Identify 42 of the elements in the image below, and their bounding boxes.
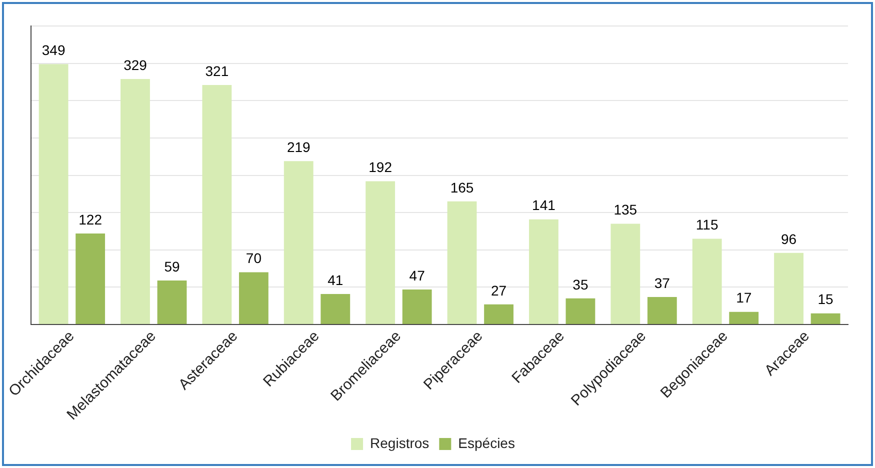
bar: [366, 181, 396, 324]
bar: [729, 312, 759, 324]
bar: [38, 64, 68, 324]
data-label: 37: [654, 274, 670, 291]
bar: [647, 296, 677, 324]
bar: [284, 161, 314, 324]
bar: [238, 272, 268, 324]
data-label: 59: [164, 258, 180, 274]
bar: [157, 280, 187, 324]
data-label: 141: [532, 197, 556, 214]
data-label: 96: [780, 230, 797, 247]
data-label: 122: [78, 211, 102, 228]
bar: [120, 78, 150, 324]
bar: [810, 313, 840, 324]
bar: [566, 298, 596, 324]
data-label: 165: [450, 179, 474, 196]
data-label: 219: [286, 138, 311, 155]
data-label: 115: [696, 216, 718, 233]
data-label: 70: [246, 250, 262, 266]
bar: [202, 84, 232, 324]
bar: [320, 294, 350, 324]
legend-label: Registros: [370, 434, 430, 451]
data-label: 135: [614, 202, 638, 218]
data-label: 27: [490, 282, 507, 298]
bar: [402, 289, 432, 324]
bar: [774, 252, 804, 324]
data-label: 47: [409, 267, 426, 284]
data-label: 192: [368, 159, 392, 176]
data-label: 349: [42, 42, 66, 58]
data-label: 17: [736, 290, 752, 306]
bar: [692, 238, 722, 324]
data-label: 41: [328, 272, 344, 288]
bar: [447, 201, 477, 324]
bar: [529, 219, 558, 324]
bar: [76, 233, 106, 324]
data-label: 321: [205, 62, 229, 79]
bar: [610, 224, 640, 324]
data-label: 35: [572, 276, 588, 292]
bar: [484, 304, 514, 324]
data-label: 329: [124, 56, 148, 73]
data-label: 15: [818, 291, 834, 308]
legend-label: Espécies: [458, 434, 515, 451]
